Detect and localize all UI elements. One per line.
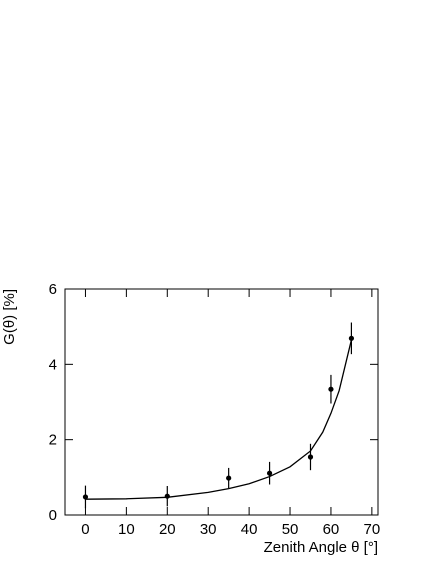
y-tick-label: 2	[49, 432, 57, 449]
data-point	[328, 386, 334, 392]
y-axis-label: G(θ) [%]	[1, 289, 18, 345]
data-point	[348, 335, 355, 341]
x-axis-label: Zenith Angle θ [°]	[264, 539, 378, 556]
y-tick-label: 6	[49, 281, 57, 298]
plot-frame	[64, 288, 379, 516]
x-tick-label: 40	[241, 521, 258, 538]
x-tick-label: 30	[200, 521, 217, 538]
x-tick-label: 10	[118, 521, 135, 538]
data-point	[266, 470, 273, 476]
fit-curve	[85, 339, 353, 500]
y-tick-label: 0	[49, 507, 57, 524]
y-tick-label: 4	[49, 356, 57, 373]
data-point	[82, 494, 89, 500]
x-tick-label: 60	[323, 521, 340, 538]
x-tick-label: 0	[81, 521, 89, 538]
data-point	[307, 454, 314, 460]
x-tick-label: 20	[159, 521, 176, 538]
data-point	[164, 493, 170, 499]
x-tick-label: 50	[282, 521, 299, 538]
data-point	[226, 475, 232, 481]
x-tick-label: 70	[364, 521, 381, 538]
